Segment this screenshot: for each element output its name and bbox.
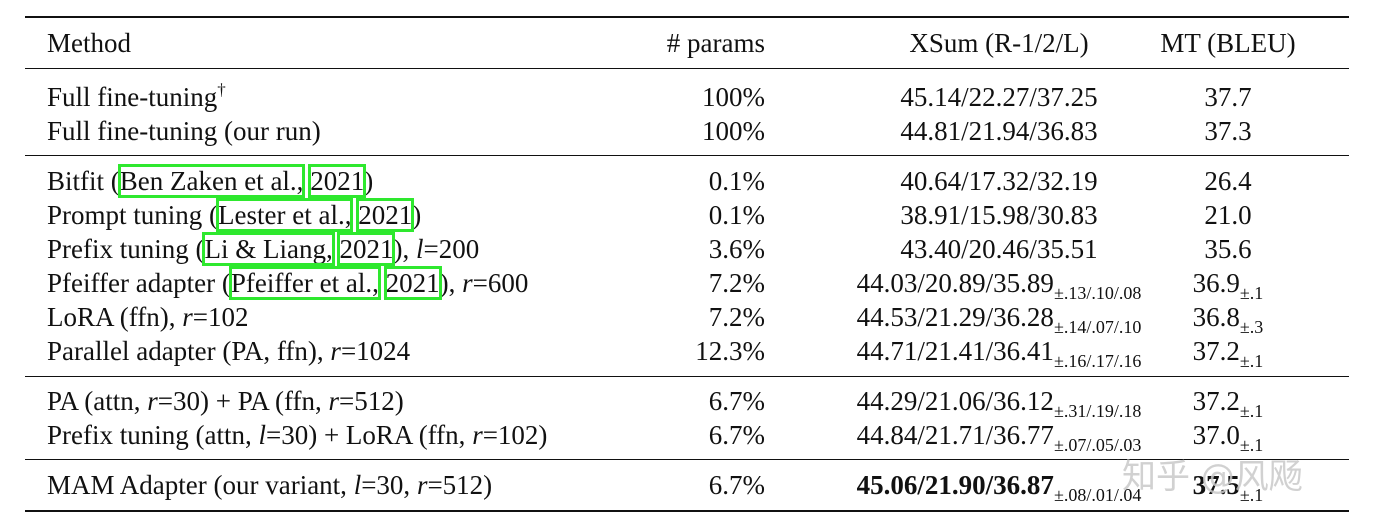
table-row: Full fine-tuning† 100% 45.14/22.27/37.25… xyxy=(25,80,1349,114)
method-cell: MAM Adapter (our variant, l=30, r=512) xyxy=(47,470,493,500)
xsum-cell: 44.53/21.29/36.28±.14/.07/.10 xyxy=(856,302,1142,337)
params-cell: 12.3% xyxy=(695,336,765,366)
method-cell: Bitfit (Ben Zaken et al., 2021) xyxy=(47,164,374,198)
params-cell: 7.2% xyxy=(708,268,765,298)
header-xsum: XSum (R-1/2/L) xyxy=(909,28,1089,58)
mt-cell: 37.7 xyxy=(1204,82,1252,112)
bottom-rule xyxy=(25,510,1349,512)
params-cell: 6.7% xyxy=(708,470,765,500)
top-rule xyxy=(25,16,1349,18)
params-cell: 0.1% xyxy=(708,166,765,196)
header-method: Method xyxy=(47,28,131,58)
citation-year-link[interactable]: 2021 xyxy=(308,164,367,198)
method-cell: Full fine-tuning† xyxy=(47,80,226,112)
method-cell: Full fine-tuning (our run) xyxy=(47,116,321,146)
mt-cell: 37.3 xyxy=(1204,116,1252,146)
table-row: Prefix tuning (Li & Liang, 2021), l=200 … xyxy=(25,232,1349,266)
method-cell: PA (attn, r=30) + PA (ffn, r=512) xyxy=(47,386,404,416)
xsum-cell: 44.84/21.71/36.77±.07/.05/.03 xyxy=(856,420,1142,455)
params-cell: 6.7% xyxy=(708,420,765,450)
xsum-cell: 45.06/21.90/36.87±.08/.01/.04 xyxy=(856,470,1142,505)
citation-link[interactable]: Pfeiffer et al., xyxy=(228,266,381,300)
xsum-cell: 43.40/20.46/35.51 xyxy=(900,234,1098,264)
citation-link[interactable]: Lester et al., xyxy=(216,198,354,232)
group-rule xyxy=(25,459,1349,460)
table-row: LoRA (ffn), r=102 7.2% 44.53/21.29/36.28… xyxy=(25,300,1349,337)
params-cell: 0.1% xyxy=(708,200,765,230)
mt-cell: 37.0±.1 xyxy=(1192,420,1264,455)
method-cell: Prefix tuning (attn, l=30) + LoRA (ffn, … xyxy=(47,420,548,450)
table-row: Pfeiffer adapter (Pfeiffer et al., 2021)… xyxy=(25,266,1349,303)
method-cell: Prefix tuning (Li & Liang, 2021), l=200 xyxy=(47,232,480,266)
table-row: MAM Adapter (our variant, l=30, r=512) 6… xyxy=(25,468,1349,505)
table-row: Full fine-tuning (our run) 100% 44.81/21… xyxy=(25,114,1349,148)
table-row: Bitfit (Ben Zaken et al., 2021) 0.1% 40.… xyxy=(25,164,1349,198)
mt-cell: 36.9±.1 xyxy=(1192,268,1264,303)
method-cell: LoRA (ffn), r=102 xyxy=(47,302,249,332)
header-row: Method # params XSum (R-1/2/L) MT (BLEU) xyxy=(25,26,1349,60)
xsum-cell: 44.29/21.06/36.12±.31/.19/.18 xyxy=(856,386,1142,421)
citation-year-link[interactable]: 2021 xyxy=(383,266,442,300)
watermark: 知乎 @风飏 xyxy=(1122,457,1303,497)
group-rule xyxy=(25,155,1349,156)
params-cell: 3.6% xyxy=(708,234,765,264)
mt-cell: 37.2±.1 xyxy=(1192,386,1264,421)
mt-cell: 37.2±.1 xyxy=(1192,336,1264,371)
xsum-cell: 40.64/17.32/32.19 xyxy=(900,166,1098,196)
table-row: Prefix tuning (attn, l=30) + LoRA (ffn, … xyxy=(25,418,1349,455)
xsum-cell: 44.03/20.89/35.89±.13/.10/.08 xyxy=(856,268,1142,303)
params-cell: 100% xyxy=(702,82,765,112)
header-rule xyxy=(25,68,1349,69)
table-row: Parallel adapter (PA, ffn), r=1024 12.3%… xyxy=(25,334,1349,371)
mt-cell: 26.4 xyxy=(1204,166,1252,196)
xsum-cell: 44.81/21.94/36.83 xyxy=(900,116,1098,146)
xsum-cell: 44.71/21.41/36.41±.16/.17/.16 xyxy=(856,336,1142,371)
citation-year-link[interactable]: 2021 xyxy=(356,198,415,232)
citation-link[interactable]: Ben Zaken et al., xyxy=(117,164,306,198)
method-cell: Prompt tuning (Lester et al., 2021) xyxy=(47,198,422,232)
mt-cell: 35.6 xyxy=(1204,234,1252,264)
params-cell: 100% xyxy=(702,116,765,146)
table-row: PA (attn, r=30) + PA (ffn, r=512) 6.7% 4… xyxy=(25,384,1349,421)
dagger-mark: † xyxy=(217,80,226,99)
xsum-cell: 45.14/22.27/37.25 xyxy=(900,82,1098,112)
mt-cell: 36.8±.3 xyxy=(1192,302,1264,337)
group-rule xyxy=(25,376,1349,377)
header-params: # params xyxy=(666,28,765,58)
params-cell: 7.2% xyxy=(708,302,765,332)
method-cell: Pfeiffer adapter (Pfeiffer et al., 2021)… xyxy=(47,266,529,300)
mt-cell: 21.0 xyxy=(1204,200,1252,230)
method-cell: Parallel adapter (PA, ffn), r=1024 xyxy=(47,336,411,366)
table-row: Prompt tuning (Lester et al., 2021) 0.1%… xyxy=(25,198,1349,232)
xsum-cell: 38.91/15.98/30.83 xyxy=(900,200,1098,230)
citation-link[interactable]: Li & Liang, xyxy=(202,232,335,266)
mt-cell: 37.5±.1 xyxy=(1192,470,1264,505)
header-mt: MT (BLEU) xyxy=(1160,28,1296,58)
params-cell: 6.7% xyxy=(708,386,765,416)
citation-year-link[interactable]: 2021 xyxy=(337,232,396,266)
